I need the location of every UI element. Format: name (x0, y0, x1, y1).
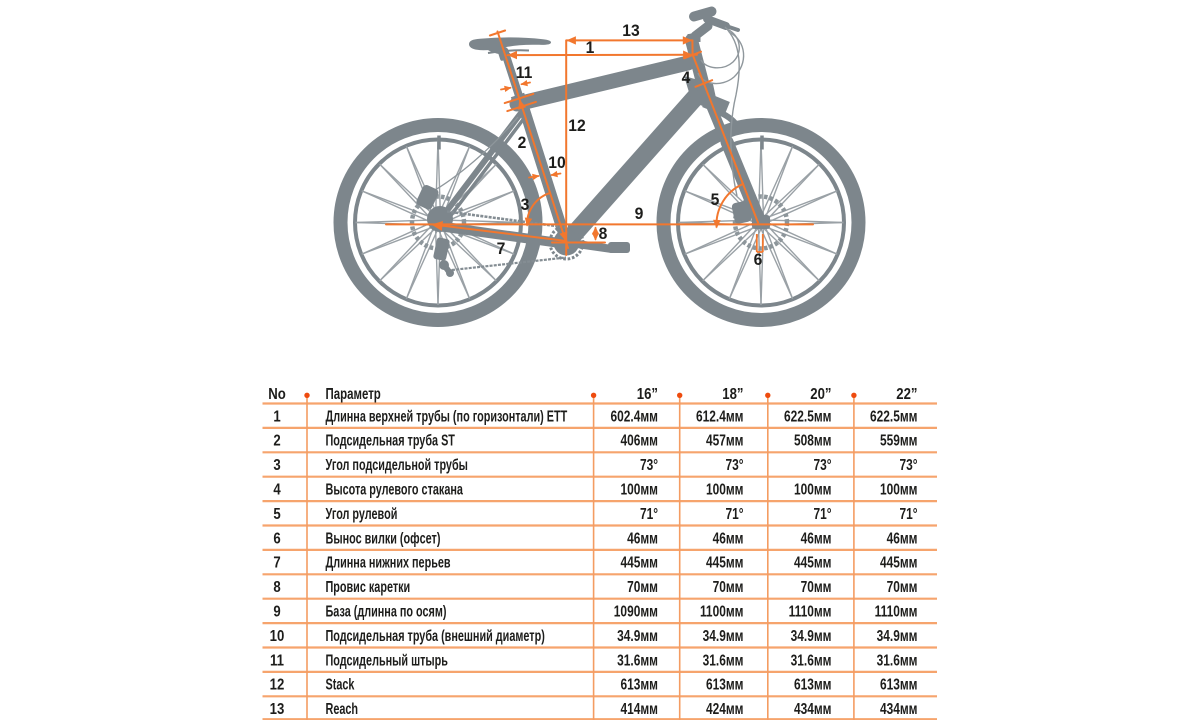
svg-text:613мм: 613мм (620, 675, 658, 693)
svg-text:46мм: 46мм (713, 529, 744, 547)
svg-text:База (длинна по осям): База (длинна по осям) (326, 603, 447, 620)
svg-text:2: 2 (273, 433, 280, 450)
svg-text:Подсидельный штырь: Подсидельный штырь (326, 651, 448, 668)
svg-text:6: 6 (273, 530, 280, 547)
svg-text:12: 12 (568, 117, 585, 135)
svg-text:Длинна нижних перьев: Длинна нижних перьев (326, 554, 451, 571)
svg-text:Параметр: Параметр (326, 385, 381, 402)
svg-text:1: 1 (586, 39, 595, 57)
svg-text:Провис каретки: Провис каретки (326, 578, 411, 595)
svg-text:70мм: 70мм (801, 578, 832, 596)
svg-text:445мм: 445мм (620, 553, 658, 571)
svg-text:613мм: 613мм (880, 675, 918, 693)
svg-text:Угол рулевой: Угол рулевой (326, 505, 398, 522)
svg-text:31.6мм: 31.6мм (791, 651, 832, 669)
svg-text:406мм: 406мм (620, 431, 658, 449)
svg-text:73°: 73° (813, 456, 831, 474)
svg-text:508мм: 508мм (794, 431, 832, 449)
svg-text:445мм: 445мм (880, 553, 918, 571)
svg-text:414мм: 414мм (620, 700, 658, 718)
svg-text:70мм: 70мм (887, 578, 918, 596)
svg-text:Длинна верхней трубы (по гориз: Длинна верхней трубы (по горизонтали) ЕТ… (326, 407, 568, 424)
svg-text:73°: 73° (640, 456, 658, 474)
svg-text:434мм: 434мм (794, 700, 832, 718)
svg-text:Подсидельная труба ST: Подсидельная труба ST (326, 432, 456, 449)
svg-text:34.9мм: 34.9мм (791, 626, 832, 644)
svg-text:10: 10 (548, 154, 565, 172)
svg-text:12: 12 (270, 677, 285, 694)
svg-text:31.6мм: 31.6мм (617, 651, 658, 669)
svg-text:Угол подсидельной трубы: Угол подсидельной трубы (326, 456, 468, 473)
svg-text:5: 5 (711, 191, 720, 209)
svg-text:31.6мм: 31.6мм (877, 651, 918, 669)
svg-text:2: 2 (518, 134, 527, 152)
svg-text:445мм: 445мм (794, 553, 832, 571)
svg-text:11: 11 (270, 652, 284, 669)
svg-text:34.9мм: 34.9мм (617, 626, 658, 644)
svg-text:445мм: 445мм (706, 553, 744, 571)
svg-text:Reach: Reach (326, 700, 359, 717)
svg-text:20”: 20” (810, 386, 831, 403)
svg-text:1090мм: 1090мм (614, 602, 658, 620)
svg-text:7: 7 (497, 240, 506, 258)
svg-text:31.6мм: 31.6мм (703, 651, 744, 669)
svg-text:9: 9 (273, 604, 280, 621)
svg-text:46мм: 46мм (801, 529, 832, 547)
svg-text:424мм: 424мм (706, 700, 744, 718)
svg-text:100мм: 100мм (706, 480, 744, 498)
svg-text:1110мм: 1110мм (789, 602, 832, 620)
svg-text:1100мм: 1100мм (700, 602, 744, 620)
svg-text:46мм: 46мм (627, 529, 658, 547)
svg-text:11: 11 (516, 64, 533, 82)
svg-text:13: 13 (622, 22, 639, 40)
svg-text:1110мм: 1110мм (875, 602, 918, 620)
svg-text:622.5мм: 622.5мм (870, 407, 918, 425)
svg-text:1: 1 (273, 408, 280, 425)
svg-text:6: 6 (754, 251, 763, 269)
svg-text:18”: 18” (722, 386, 743, 403)
svg-text:559мм: 559мм (880, 431, 918, 449)
svg-text:71°: 71° (813, 504, 831, 522)
svg-text:73°: 73° (725, 456, 743, 474)
svg-text:100мм: 100мм (620, 480, 658, 498)
svg-text:4: 4 (273, 482, 280, 499)
svg-text:71°: 71° (725, 504, 743, 522)
svg-text:16”: 16” (637, 386, 658, 403)
svg-text:73°: 73° (899, 456, 917, 474)
svg-text:34.9мм: 34.9мм (877, 626, 918, 644)
svg-text:34.9мм: 34.9мм (703, 626, 744, 644)
svg-text:434мм: 434мм (880, 700, 918, 718)
svg-text:10: 10 (270, 628, 285, 645)
svg-text:7: 7 (273, 555, 280, 572)
svg-text:71°: 71° (640, 504, 658, 522)
svg-text:9: 9 (635, 205, 644, 223)
svg-text:5: 5 (273, 506, 280, 523)
svg-text:No: No (268, 386, 286, 403)
svg-text:3: 3 (521, 196, 530, 214)
svg-text:22”: 22” (896, 386, 917, 403)
svg-text:622.5мм: 622.5мм (784, 407, 832, 425)
svg-text:Вынос вилки (офсет): Вынос вилки (офсет) (326, 529, 441, 546)
svg-text:4: 4 (682, 69, 691, 87)
svg-text:70мм: 70мм (713, 578, 744, 596)
svg-text:Высота рулевого стакана: Высота рулевого стакана (326, 481, 464, 498)
svg-text:3: 3 (273, 457, 280, 474)
svg-text:71°: 71° (899, 504, 917, 522)
svg-text:46мм: 46мм (887, 529, 918, 547)
svg-text:Подсидельная труба (внешний ди: Подсидельная труба (внешний диаметр) (326, 627, 545, 644)
svg-text:8: 8 (599, 225, 608, 243)
svg-text:613мм: 613мм (794, 675, 832, 693)
svg-text:100мм: 100мм (880, 480, 918, 498)
svg-text:612.4мм: 612.4мм (696, 407, 744, 425)
svg-text:70мм: 70мм (627, 578, 658, 596)
svg-text:602.4мм: 602.4мм (610, 407, 658, 425)
svg-text:613мм: 613мм (706, 675, 744, 693)
svg-text:8: 8 (273, 579, 280, 596)
svg-text:Stack: Stack (326, 676, 355, 693)
svg-text:457мм: 457мм (706, 431, 744, 449)
svg-text:100мм: 100мм (794, 480, 832, 498)
svg-text:13: 13 (270, 701, 285, 718)
